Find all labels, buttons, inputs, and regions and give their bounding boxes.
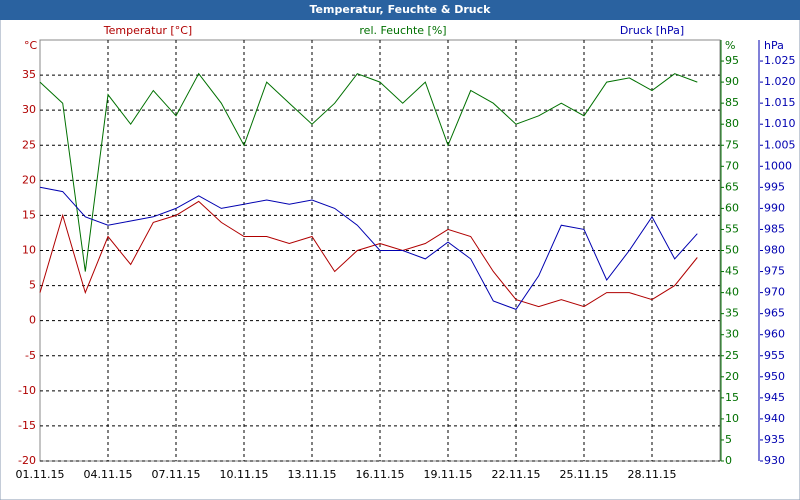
- y2-tick-label: 5: [725, 433, 732, 446]
- y2-tick-label: 35: [725, 307, 739, 320]
- y3-tick-label: 930: [764, 454, 785, 467]
- x-tick-label: 16.11.15: [356, 468, 405, 481]
- y3-tick-label: 960: [764, 328, 785, 341]
- y3-tick-label: 995: [764, 180, 785, 193]
- y2-label: rel. Feuchte [%]: [359, 24, 446, 37]
- y3-tick-label: 1000: [764, 159, 792, 172]
- y3-tick-label: 935: [764, 433, 785, 446]
- y2-tick-label: 60: [725, 201, 739, 214]
- y3-tick-label: 980: [764, 244, 785, 257]
- series-line: [39, 186, 698, 311]
- y3-unit: hPa: [764, 39, 784, 52]
- y-tick-label: 35: [22, 68, 36, 81]
- y-tick-label: 5: [29, 279, 36, 292]
- y3-tick-label: 945: [764, 391, 785, 404]
- y2-tick-label: 85: [725, 96, 739, 109]
- y3-tick-label: 985: [764, 222, 785, 235]
- y2-tick-label: 90: [725, 75, 739, 88]
- y3-tick-label: 1.005: [764, 138, 796, 151]
- y-unit: °C: [24, 39, 38, 52]
- y3-tick-label: 1.025: [764, 54, 796, 67]
- y2-tick-label: 45: [725, 265, 739, 278]
- x-tick-label: 22.11.15: [492, 468, 541, 481]
- y2-tick-label: 75: [725, 138, 739, 151]
- y2-tick-label: 40: [725, 286, 739, 299]
- y2-tick-label: 50: [725, 244, 739, 257]
- y2-tick-label: 80: [725, 117, 739, 130]
- y-tick-label: 25: [22, 138, 36, 151]
- y2-tick-label: 15: [725, 391, 739, 404]
- y-label: Temperatur [°C]: [103, 24, 192, 37]
- y-tick-label: 30: [22, 103, 36, 116]
- y-tick-label: 20: [22, 173, 36, 186]
- series-line: [39, 200, 698, 308]
- y2-tick-label: 20: [725, 370, 739, 383]
- x-tick-label: 04.11.15: [84, 468, 133, 481]
- y3-tick-label: 955: [764, 349, 785, 362]
- y2-tick-label: 10: [725, 412, 739, 425]
- x-tick-label: 13.11.15: [288, 468, 337, 481]
- y3-tick-label: 975: [764, 265, 785, 278]
- y3-tick-label: 990: [764, 201, 785, 214]
- x-tick-label: 07.11.15: [152, 468, 201, 481]
- y3-tick-label: 940: [764, 412, 785, 425]
- title-bar: [0, 0, 800, 20]
- x-tick-label: 01.11.15: [16, 468, 65, 481]
- x-tick-label: 28.11.15: [628, 468, 677, 481]
- y3-label: Druck [hPa]: [620, 24, 684, 37]
- chart-title: Temperatur, Feuchte & Druck: [310, 3, 492, 16]
- x-tick-label: 10.11.15: [220, 468, 269, 481]
- y3-tick-label: 1.015: [764, 96, 796, 109]
- y2-tick-label: 0: [725, 454, 732, 467]
- y-tick-label: -10: [18, 384, 36, 397]
- y2-tick-label: 25: [725, 349, 739, 362]
- y-tick-label: 10: [22, 244, 36, 257]
- y3-tick-label: 1.020: [764, 75, 796, 88]
- y-tick-label: -5: [25, 349, 36, 362]
- y2-tick-label: 55: [725, 222, 739, 235]
- x-tick-label: 25.11.15: [560, 468, 609, 481]
- y2-tick-label: 65: [725, 180, 739, 193]
- y3-tick-label: 970: [764, 286, 785, 299]
- y-tick-label: -20: [18, 454, 36, 467]
- y2-tick-label: 95: [725, 54, 739, 67]
- y2-tick-label: 30: [725, 328, 739, 341]
- y3-tick-label: 965: [764, 307, 785, 320]
- y3-tick-label: 1.010: [764, 117, 796, 130]
- y2-unit: %: [725, 39, 735, 52]
- x-tick-label: 19.11.15: [424, 468, 473, 481]
- y3-tick-label: 950: [764, 370, 785, 383]
- series-line: [39, 72, 698, 272]
- y-tick-label: 15: [22, 208, 36, 221]
- y2-tick-label: 70: [725, 159, 739, 172]
- y-tick-label: -15: [18, 419, 36, 432]
- y-tick-label: 0: [29, 314, 36, 327]
